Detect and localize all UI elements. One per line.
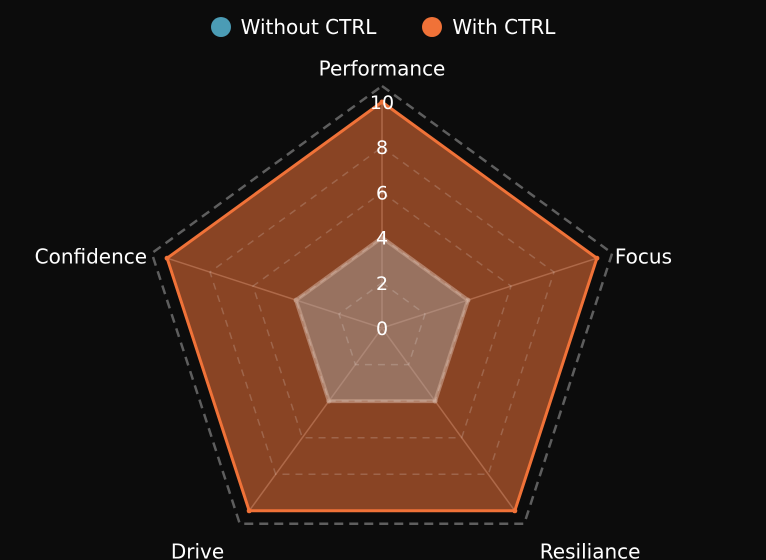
point-with-ctrl-focus: [594, 255, 600, 261]
axis-label-performance: Performance: [319, 57, 446, 81]
point-with-ctrl-confidence: [164, 255, 170, 261]
point-without-ctrl-resiliance: [432, 398, 438, 404]
tick-label-8: 8: [376, 137, 388, 159]
tick-label-10: 10: [370, 92, 394, 114]
legend-swatch-with-ctrl: [422, 17, 443, 37]
grid-ring-6: [252, 191, 512, 439]
axis-label-focus: Focus: [615, 245, 672, 269]
legend-label-without-ctrl: Without CTRL: [240, 15, 377, 39]
tick-label-2: 2: [376, 273, 388, 295]
point-with-ctrl-resiliance: [512, 508, 518, 514]
legend: Without CTRL With CTRL: [0, 12, 766, 42]
legend-item-without-ctrl[interactable]: Without CTRL: [210, 15, 377, 39]
tick-label-0: 0: [376, 318, 388, 340]
grid-ring-4: [295, 236, 469, 402]
point-without-ctrl-performance: [379, 235, 385, 241]
legend-swatch-without-ctrl: [210, 17, 231, 37]
grid-ring-8: [209, 146, 555, 476]
tick-labels: 0 2 4 6 8 10: [370, 92, 394, 340]
axis-labels: Performance Focus Resiliance Drive Confidenc…: [35, 57, 672, 560]
point-with-ctrl-drive: [246, 508, 252, 514]
point-without-ctrl-focus: [465, 297, 471, 303]
series-with-ctrl-area: [165, 100, 599, 513]
tick-label-6: 6: [376, 182, 388, 204]
tick-label-4: 4: [376, 228, 388, 250]
legend-label-with-ctrl: With CTRL: [452, 15, 556, 39]
point-with-ctrl-performance: [379, 99, 385, 105]
point-without-ctrl-drive: [326, 398, 332, 404]
axis-label-resiliance: Resiliance: [540, 539, 641, 560]
axis-label-drive: Drive: [171, 539, 224, 560]
series-without-ctrl-area: [294, 235, 470, 404]
point-without-ctrl-confidence: [293, 297, 299, 303]
series-layer: [164, 99, 600, 514]
grid-outer-ring: [150, 84, 614, 526]
axis-label-confidence: Confidence: [35, 245, 147, 269]
grid-ring-2: [338, 281, 426, 366]
legend-item-with-ctrl[interactable]: With CTRL: [422, 15, 555, 39]
